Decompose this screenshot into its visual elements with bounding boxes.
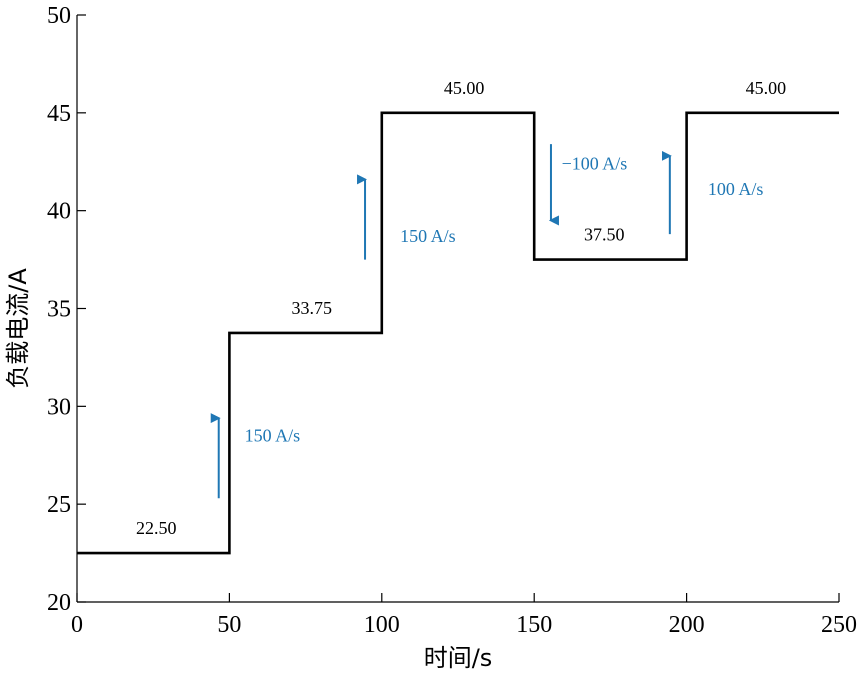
value-label: 37.50 bbox=[584, 225, 625, 245]
value-label: 33.75 bbox=[291, 298, 332, 318]
value-labels: 22.50 33.75 45.00 37.50 45.00 bbox=[136, 78, 786, 538]
rate-annotations: 150 A/s 150 A/s −100 A/s 100 A/s bbox=[210, 144, 764, 499]
value-label: 45.00 bbox=[746, 78, 787, 98]
rate-label: 150 A/s bbox=[400, 226, 456, 246]
x-tick-label: 150 bbox=[516, 612, 552, 638]
rate-label: −100 A/s bbox=[562, 154, 628, 174]
x-tick-label: 200 bbox=[669, 612, 705, 638]
y-tick-label: 45 bbox=[47, 101, 71, 127]
x-tick-label: 50 bbox=[217, 612, 241, 638]
rate-label: 150 A/s bbox=[245, 426, 301, 446]
series-line bbox=[77, 111, 839, 555]
rate-label: 100 A/s bbox=[708, 179, 764, 199]
x-axis-title: 时间/s bbox=[424, 644, 493, 672]
y-tick-label: 35 bbox=[47, 297, 71, 323]
value-label: 45.00 bbox=[444, 78, 485, 98]
series-layer bbox=[77, 111, 839, 555]
y-tick-label: 30 bbox=[47, 394, 71, 420]
y-axis-title: 负载电流/A bbox=[4, 268, 32, 389]
x-tick-label: 100 bbox=[364, 612, 400, 638]
x-tick-label: 0 bbox=[71, 612, 83, 638]
value-label: 22.50 bbox=[136, 518, 177, 538]
y-tick-label: 50 bbox=[47, 3, 71, 29]
y-tick-label: 25 bbox=[47, 492, 71, 518]
x-tick-label: 250 bbox=[821, 612, 857, 638]
axes: 0 50 100 150 200 250 20 25 30 35 40 45 50 bbox=[47, 3, 857, 638]
y-tick-label: 40 bbox=[47, 199, 71, 225]
y-tick-label: 20 bbox=[47, 590, 71, 616]
